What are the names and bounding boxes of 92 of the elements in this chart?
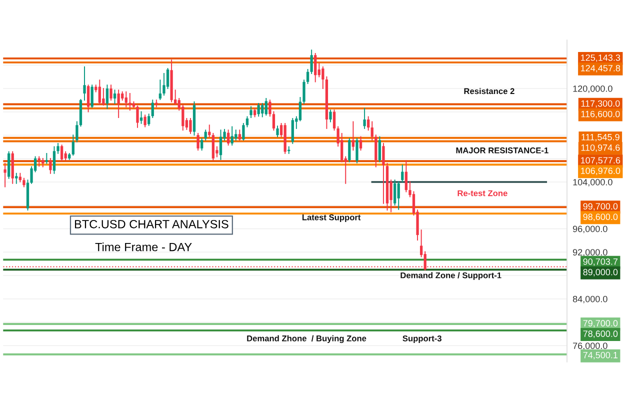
candlestick bbox=[219, 130, 222, 160]
candlestick bbox=[378, 136, 382, 162]
candlestick bbox=[302, 80, 306, 104]
y-tick-label: 76,000.0 bbox=[573, 342, 608, 350]
candlestick bbox=[322, 66, 324, 89]
annotation: Resistance 2 bbox=[464, 88, 514, 94]
ref-line-label: 79,700.0 bbox=[583, 320, 618, 328]
ref-line-label: 99,700.0 bbox=[583, 203, 618, 211]
candlestick bbox=[264, 98, 268, 116]
candlestick bbox=[162, 73, 166, 96]
candlestick bbox=[314, 53, 317, 82]
candlestick bbox=[374, 134, 378, 168]
ref-line-label: 90,703.7 bbox=[583, 258, 618, 266]
candlestick bbox=[261, 102, 264, 118]
candlestick bbox=[291, 118, 294, 144]
candlestick bbox=[98, 80, 101, 105]
candlestick bbox=[404, 160, 408, 192]
candlestick bbox=[189, 118, 192, 134]
candlestick bbox=[90, 84, 94, 108]
ref-line-label: 106,976.0 bbox=[581, 168, 620, 176]
ref-line-label: 124,457.8 bbox=[581, 64, 620, 72]
candlestick bbox=[136, 106, 139, 128]
ref-line-label: 111,545.9 bbox=[582, 134, 620, 142]
y-tick-label: 120,000.0 bbox=[573, 85, 612, 93]
candlestick bbox=[8, 151, 10, 179]
candlestick bbox=[204, 130, 207, 141]
candlestick bbox=[158, 80, 162, 100]
candlestick bbox=[196, 132, 200, 151]
candlestick bbox=[212, 132, 214, 161]
candlestick bbox=[382, 142, 385, 204]
candlestick bbox=[230, 126, 234, 146]
candlestick bbox=[352, 121, 355, 151]
ref-line-label: 98,600.0 bbox=[583, 214, 618, 222]
candlestick bbox=[356, 138, 358, 164]
candlestick bbox=[393, 180, 396, 206]
candlestick bbox=[148, 114, 150, 126]
candlestick bbox=[102, 88, 105, 106]
ref-line-label: 107,577.6 bbox=[581, 157, 620, 165]
candlestick bbox=[276, 126, 279, 138]
candlestick bbox=[329, 110, 332, 122]
annotation: Demand Zhone / Buying Zone bbox=[247, 335, 366, 344]
candlestick bbox=[83, 66, 86, 101]
candlestick bbox=[124, 91, 128, 108]
candlestick bbox=[226, 130, 230, 146]
candlestick bbox=[4, 162, 6, 188]
y-tick-label: 84,000.0 bbox=[572, 296, 608, 304]
ref-line-label: 110,974.6 bbox=[581, 144, 620, 152]
candlestick bbox=[86, 84, 90, 112]
candlestick bbox=[257, 102, 260, 117]
candlestick bbox=[72, 134, 74, 156]
candlestick bbox=[363, 108, 366, 129]
candlestick bbox=[151, 100, 154, 118]
candlestick bbox=[144, 114, 146, 128]
candlestick bbox=[140, 111, 143, 124]
candlestick bbox=[298, 96, 302, 122]
candlestick bbox=[397, 181, 400, 210]
candlestick bbox=[117, 90, 120, 118]
text: BTC.USD CHART ANALYSIS bbox=[74, 220, 228, 228]
candlestick bbox=[52, 146, 56, 174]
candlestick bbox=[200, 138, 204, 151]
candlestick bbox=[106, 84, 109, 109]
ref-line-label: 89,000.0 bbox=[583, 268, 618, 276]
candlestick bbox=[113, 90, 116, 104]
candlestick bbox=[348, 138, 351, 162]
ref-line-label: 78,600.0 bbox=[583, 330, 618, 338]
candlestick bbox=[45, 152, 48, 164]
y-tick-label: 96,000.0 bbox=[572, 226, 608, 234]
ref-line-label: 125,143.3 bbox=[581, 54, 620, 62]
candlestick bbox=[110, 84, 112, 101]
candlestick bbox=[340, 132, 344, 162]
candlestick bbox=[367, 116, 370, 131]
candlestick bbox=[370, 121, 374, 141]
ref-line-label: 116,600.0 bbox=[581, 110, 620, 118]
annotation: MAJOR RESISTANCE-1 bbox=[456, 147, 548, 154]
ref-line-label: 117,300.0 bbox=[581, 100, 620, 108]
candlestick bbox=[15, 172, 18, 184]
candlestick bbox=[49, 158, 52, 174]
annotation: Latest Support bbox=[302, 214, 361, 222]
text: Time Frame - DAY bbox=[95, 242, 192, 252]
candlestick bbox=[250, 106, 252, 118]
candlestick bbox=[238, 130, 241, 141]
annotation: Demand Zone / Support-1 bbox=[400, 272, 502, 280]
candlestick bbox=[56, 142, 60, 154]
y-tick-label: 104,000.0 bbox=[573, 178, 612, 186]
candlestick bbox=[401, 164, 404, 182]
candlestick bbox=[60, 144, 64, 162]
annotation: Support-3 bbox=[402, 335, 442, 344]
ref-line-label: 74,500.1 bbox=[583, 352, 618, 360]
y-tick-label: 92,000.0 bbox=[572, 249, 608, 257]
annotation: Re-test Zone bbox=[458, 190, 508, 196]
candlestick bbox=[234, 130, 238, 141]
candlestick bbox=[359, 136, 362, 151]
